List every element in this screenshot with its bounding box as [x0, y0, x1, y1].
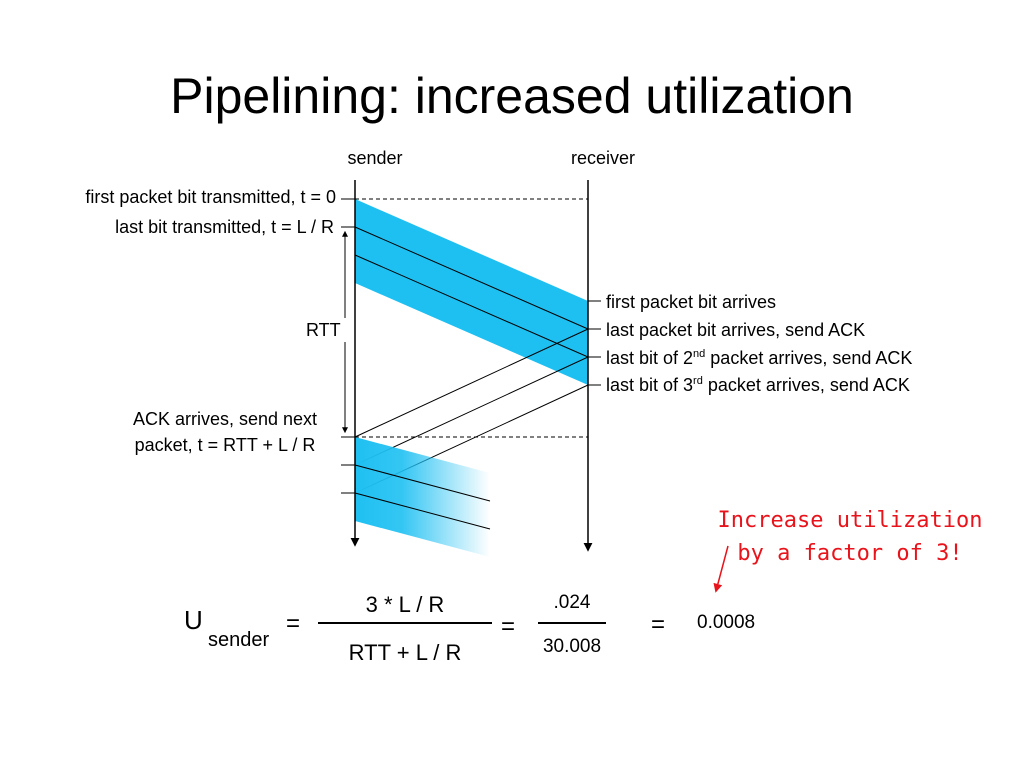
receiver-label: receiver — [570, 148, 636, 168]
label-third-packet-arrives: last bit of 3rd packet arrives, send ACK — [606, 375, 910, 395]
next-packet-divider-2 — [354, 492, 491, 530]
label-second-packet-arrives: last bit of 2nd packet arrives, send ACK — [606, 348, 913, 368]
next-packet-divider-1 — [354, 464, 491, 502]
annotation-arrow — [713, 545, 729, 593]
formula-equals-1: = — [286, 610, 301, 637]
formula-equals-2: = — [501, 613, 516, 640]
label-ack-arrives-line1: ACK arrives, send next — [132, 409, 318, 429]
formula-numerator: 3 * L / R — [365, 592, 445, 617]
formula-result: 0.0008 — [697, 612, 756, 633]
label-ack-arrives-line2: packet, t = RTT + L / R — [134, 435, 316, 455]
packets-band — [355, 199, 588, 385]
formula-denominator: RTT + L / R — [348, 640, 462, 665]
packet-divider-2 — [354, 254, 589, 358]
formula-equals-3: = — [651, 611, 666, 638]
label-rtt: RTT — [306, 320, 341, 340]
ack-line-2 — [354, 356, 589, 466]
label-first-bit-arrives: first packet bit arrives — [606, 292, 777, 312]
ack-line-1 — [354, 328, 589, 438]
slide-title: Pipelining: increased utilization — [170, 68, 854, 124]
formula-denominator-value: 30.008 — [542, 636, 602, 657]
next-packets-band — [355, 437, 490, 557]
formula-numerator-value: .024 — [553, 592, 591, 613]
annotation-line1: Increase utilization — [717, 508, 983, 533]
packet-divider-1 — [354, 226, 589, 330]
label-last-bit-transmitted: last bit transmitted, t = L / R — [115, 217, 334, 237]
formula-subscript-sender: sender — [208, 629, 270, 651]
formula-u: U — [184, 605, 203, 635]
annotation-line2: by a factor of 3! — [737, 541, 963, 566]
sender-label: sender — [347, 148, 403, 168]
label-first-bit-transmitted: first packet bit transmitted, t = 0 — [85, 187, 336, 207]
label-last-bit-arrives: last packet bit arrives, send ACK — [606, 320, 866, 340]
